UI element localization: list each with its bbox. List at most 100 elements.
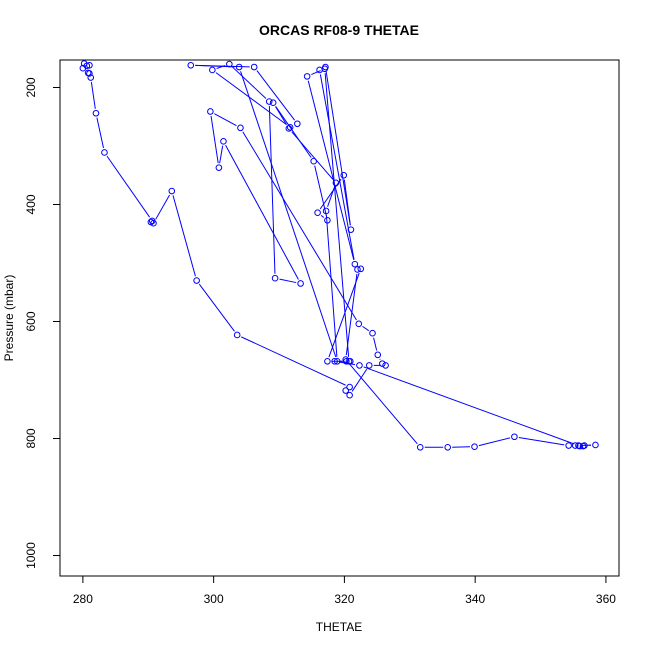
data-point — [187, 61, 195, 69]
data-point — [83, 62, 91, 70]
data-point — [86, 61, 93, 69]
data-point — [343, 357, 350, 365]
series-line-segment — [215, 72, 287, 126]
series-line-segment — [256, 70, 296, 121]
data-point — [346, 391, 353, 399]
series-line-segment — [328, 272, 360, 358]
x-tick-label: 300 — [204, 592, 224, 606]
data-point — [87, 74, 95, 81]
series-line-segment — [96, 117, 104, 149]
data-point — [347, 226, 355, 233]
data-point — [294, 120, 301, 128]
data-point — [340, 171, 348, 179]
series-line-segment — [275, 106, 312, 158]
series-line-segment — [172, 195, 196, 277]
data-point — [321, 65, 329, 73]
series-line-segment — [351, 368, 368, 392]
data-point — [342, 387, 350, 394]
series-line-segment — [348, 362, 418, 445]
data-point — [379, 360, 386, 367]
data-point — [226, 60, 233, 68]
data-point — [331, 357, 338, 365]
data-point — [250, 63, 258, 71]
series-line-segment — [225, 145, 299, 280]
data-point — [571, 442, 579, 449]
data-point — [346, 383, 353, 391]
y-axis-label: Pressure (mbar) — [2, 275, 16, 362]
series-line-segment — [198, 283, 235, 332]
data-point — [322, 207, 330, 215]
data-point — [316, 66, 323, 74]
data-point — [374, 351, 382, 359]
series-line-segment — [319, 178, 342, 210]
x-tick-label: 280 — [73, 592, 93, 606]
series-line-segment — [240, 71, 337, 358]
y-tick-label: 800 — [24, 428, 38, 448]
x-axis: 280 300 320 340 360 — [73, 576, 616, 606]
series-line-segment — [373, 337, 378, 351]
series-line-segment — [324, 73, 350, 357]
data-point — [351, 260, 359, 268]
data-point — [207, 108, 214, 115]
data-point — [193, 277, 200, 284]
data-point — [369, 329, 376, 337]
data-point — [86, 70, 93, 77]
data-point — [168, 187, 176, 195]
x-tick-label: 320 — [334, 592, 354, 606]
data-point — [357, 265, 365, 273]
data-point — [150, 219, 157, 227]
data-point — [314, 209, 321, 216]
series-line-segment — [279, 278, 297, 284]
data-point — [237, 124, 244, 132]
series-line-segment — [311, 70, 321, 76]
data-point — [365, 362, 373, 369]
plot-area — [79, 60, 599, 451]
data-point — [271, 274, 279, 282]
data-point — [565, 442, 572, 449]
series-line-segment — [210, 115, 219, 164]
data-point — [511, 433, 518, 441]
series-line-segment — [155, 194, 171, 220]
data-point — [324, 217, 331, 224]
series-line-segment — [241, 336, 346, 386]
series-line-segment — [320, 215, 325, 218]
data-point — [324, 357, 331, 365]
data-point — [286, 123, 294, 131]
y-tick-label: 600 — [24, 311, 38, 331]
x-axis-label: THETAE — [316, 620, 362, 634]
series-line-segment — [106, 155, 151, 218]
series-line-segment — [214, 113, 237, 127]
series-line-segment — [362, 325, 370, 332]
data-point — [233, 331, 241, 339]
data-point — [471, 443, 478, 451]
data-point — [354, 266, 361, 273]
y-tick-label: 200 — [24, 77, 38, 97]
series-line-segment — [325, 215, 338, 357]
chart-title: ORCAS RF08-9 THETAE — [259, 22, 419, 38]
data-point — [265, 98, 273, 105]
series-line-segment — [242, 131, 357, 321]
data-point — [303, 73, 311, 80]
data-point — [356, 362, 363, 369]
data-point — [416, 443, 424, 451]
series-line-segment — [478, 437, 511, 447]
series-line-segment — [325, 71, 351, 226]
data-point — [333, 357, 341, 365]
plot-frame — [59, 59, 620, 577]
data-point — [382, 362, 389, 369]
data-point — [310, 157, 317, 165]
series-line-segment — [363, 366, 575, 445]
data-point — [575, 442, 582, 449]
y-tick-label: 400 — [24, 194, 38, 214]
series-line-segment — [232, 66, 267, 99]
y-axis: 200 400 600 800 1000 — [24, 77, 60, 569]
data-point — [209, 66, 216, 74]
series-line-segment — [90, 81, 96, 109]
series-line-segment — [518, 436, 565, 446]
data-point — [101, 149, 108, 156]
data-point — [92, 109, 100, 117]
data-point — [220, 138, 227, 145]
x-tick-label: 360 — [596, 592, 616, 606]
series-line-segment — [219, 145, 224, 164]
data-point — [444, 443, 452, 451]
